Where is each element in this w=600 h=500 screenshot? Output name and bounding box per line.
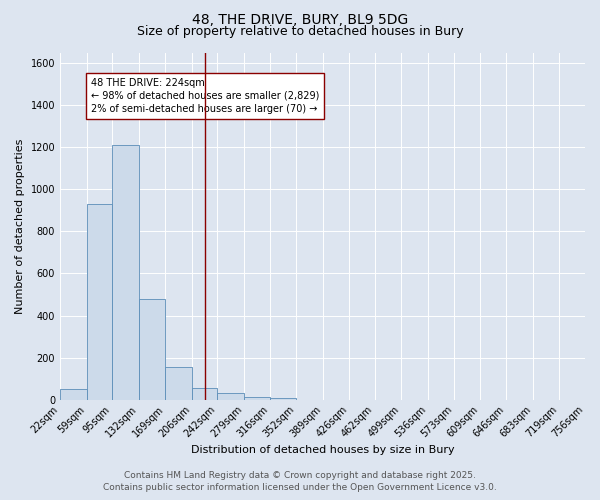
Bar (86, 204, 112, 400)
Bar (139, 298, 165, 400)
Text: 48 THE DRIVE: 224sqm
← 98% of detached houses are smaller (2,829)
2% of semi-det: 48 THE DRIVE: 224sqm ← 98% of detached h… (91, 78, 319, 114)
Bar (217, 394, 244, 400)
Text: 48, THE DRIVE, BURY, BL9 5DG: 48, THE DRIVE, BURY, BL9 5DG (192, 12, 408, 26)
Bar (244, 396, 271, 400)
Bar (191, 388, 217, 400)
Bar (60, 389, 86, 400)
X-axis label: Distribution of detached houses by size in Bury: Distribution of detached houses by size … (191, 445, 454, 455)
Bar (112, 145, 139, 400)
Y-axis label: Number of detached properties: Number of detached properties (15, 138, 25, 314)
Text: Size of property relative to detached houses in Bury: Size of property relative to detached ho… (137, 25, 463, 38)
Bar (165, 367, 191, 400)
Bar (271, 398, 296, 400)
Text: Contains HM Land Registry data © Crown copyright and database right 2025.
Contai: Contains HM Land Registry data © Crown c… (103, 471, 497, 492)
